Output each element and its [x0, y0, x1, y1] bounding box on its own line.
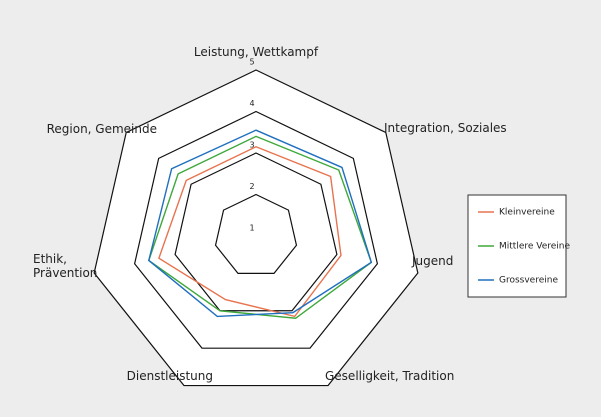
- axis-label: Dienstleistung: [126, 369, 213, 383]
- axis-label: Geselligkeit, Tradition: [325, 369, 455, 383]
- legend-label: Mittlere Vereine: [499, 242, 571, 252]
- legend-label: Kleinvereine: [499, 208, 555, 218]
- axis-label: Integration, Soziales: [384, 121, 507, 135]
- grid-ring: [93, 69, 419, 387]
- grid-ring: [174, 152, 338, 312]
- y-tick-label: 3: [249, 141, 254, 150]
- grid-ring: [214, 193, 298, 274]
- series-line: [158, 146, 342, 318]
- legend-label: Grossvereine: [499, 276, 558, 286]
- grid-ring: [133, 110, 379, 349]
- axis-label: Ethik, Prävention: [33, 252, 98, 280]
- y-tick-label: 4: [249, 99, 254, 108]
- y-tick-label: 2: [249, 182, 254, 191]
- y-tick-label: 1: [249, 224, 254, 233]
- axis-label: Jugend: [412, 254, 454, 268]
- series-line: [147, 129, 373, 318]
- axis-label: Region, Gemeinde: [46, 122, 157, 136]
- axis-label: Leistung, Wettkampf: [193, 45, 319, 59]
- y-tick-label: 5: [249, 58, 254, 67]
